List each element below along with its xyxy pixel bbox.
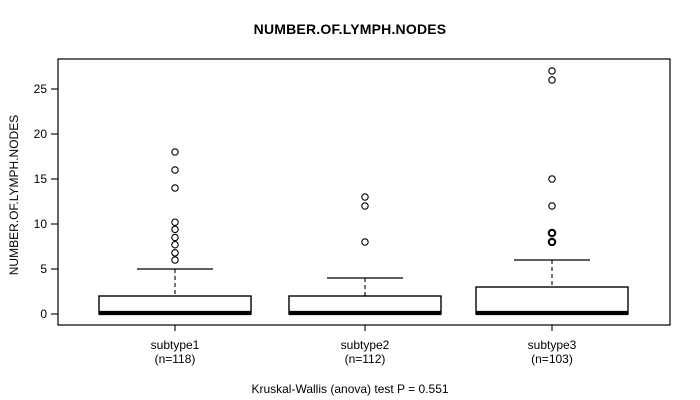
outlier-point-subtype1 bbox=[171, 166, 179, 174]
outlier-point-subtype2 bbox=[361, 238, 369, 246]
y-tick-label: 20 bbox=[34, 127, 48, 141]
outlier-point-subtype3 bbox=[548, 67, 556, 75]
outlier-point-subtype1 bbox=[171, 249, 179, 257]
outlier-point-subtype3 bbox=[548, 202, 556, 210]
outlier-point-subtype1 bbox=[171, 218, 179, 226]
y-tick-label: 10 bbox=[34, 217, 48, 231]
outlier-point-subtype1 bbox=[171, 240, 179, 249]
outlier-point-subtype1 bbox=[171, 225, 179, 234]
box-subtype3 bbox=[475, 286, 629, 315]
x-axis-sublabel-subtype2: (n=112) bbox=[345, 352, 386, 366]
outlier-point-subtype2 bbox=[361, 202, 369, 210]
outlier-point-subtype1 bbox=[171, 233, 179, 242]
chart-title: NUMBER.OF.LYMPH.NODES bbox=[253, 21, 447, 37]
y-tick-label: 25 bbox=[34, 82, 48, 96]
stats-caption: Kruskal-Wallis (anova) test P = 0.551 bbox=[251, 382, 449, 396]
outlier-point-subtype1 bbox=[171, 148, 179, 156]
y-tick-label: 5 bbox=[40, 262, 47, 276]
y-tick-label: 0 bbox=[40, 307, 47, 321]
outlier-point-subtype1 bbox=[171, 184, 179, 192]
x-axis-sublabel-subtype3: (n=103) bbox=[531, 352, 573, 366]
outlier-point-subtype3 bbox=[548, 175, 556, 183]
x-axis-label-subtype1: subtype1 bbox=[151, 338, 200, 352]
outlier-point-subtype2 bbox=[361, 193, 369, 201]
x-axis-label-subtype2: subtype2 bbox=[341, 338, 390, 352]
x-axis-label-subtype3: subtype3 bbox=[528, 338, 577, 352]
outlier-point-subtype1 bbox=[171, 256, 179, 264]
outlier-point-subtype3 bbox=[547, 237, 557, 247]
x-axis-sublabel-subtype1: (n=118) bbox=[155, 352, 196, 366]
y-tick-label: 15 bbox=[34, 172, 48, 186]
outlier-point-subtype3 bbox=[548, 76, 556, 84]
plot-frame bbox=[57, 58, 671, 326]
outlier-point-subtype3 bbox=[547, 228, 557, 238]
